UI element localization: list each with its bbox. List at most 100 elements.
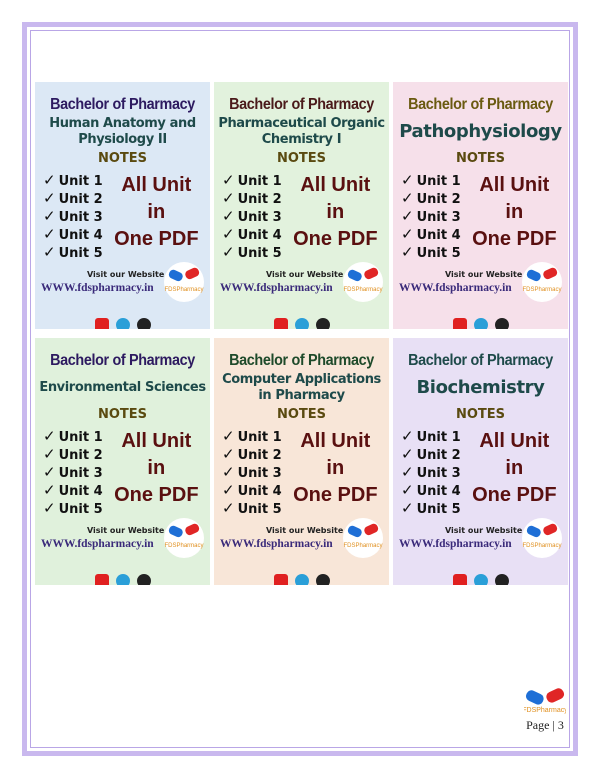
unit-item: ✓ Unit 3 [401, 464, 461, 482]
unit-item: ✓ Unit 1 [222, 428, 282, 446]
unit-list: ✓ Unit 1 ✓ Unit 2 ✓ Unit 3 ✓ Unit 4 ✓ Unit 5 [401, 172, 461, 262]
checkmark-icon: ✓ [401, 243, 414, 261]
youtube-icon[interactable] [452, 318, 467, 329]
website-link[interactable]: WWW.fdspharmacy.in [399, 282, 512, 294]
all-unit-text: One PDF [293, 228, 378, 250]
unit-item: ✓ Unit 3 [401, 208, 461, 226]
unit-list: ✓ Unit 1 ✓ Unit 2 ✓ Unit 3 ✓ Unit 4 ✓ Unit 5 [222, 428, 282, 518]
all-unit-text: One PDF [472, 484, 557, 506]
checkmark-icon: ✓ [43, 225, 56, 243]
card-subject: Human Anatomy and Physiology II [49, 116, 196, 147]
fdspharmacy-logo: FDSPharmacy [522, 688, 568, 714]
telegram-icon[interactable] [294, 318, 309, 329]
globe-icon[interactable] [315, 574, 330, 585]
all-unit-text: All Unit [121, 430, 192, 452]
note-card: Bachelor of Pharmacy Environmental Scien… [35, 338, 210, 585]
svg-text:FDSPharmacy: FDSPharmacy [524, 707, 566, 714]
notes-label: NOTES [97, 151, 148, 166]
unit-item: ✓ Unit 2 [222, 190, 282, 208]
unit-item: ✓ Unit 4 [222, 482, 282, 500]
fdspharmacy-logo: FDSPharmacy [522, 262, 562, 302]
unit-list: ✓ Unit 1 ✓ Unit 2 ✓ Unit 3 ✓ Unit 4 ✓ Unit 5 [222, 172, 282, 262]
fdspharmacy-logo: FDSPharmacy [522, 518, 562, 558]
unit-label: Unit 5 [58, 246, 103, 261]
card-header: Bachelor of Pharmacy [50, 96, 195, 113]
checkmark-icon: ✓ [43, 427, 56, 445]
all-unit-block: All Unit in One PDF [282, 172, 389, 262]
checkmark-icon: ✓ [222, 463, 235, 481]
svg-text:FDSPharmacy: FDSPharmacy [164, 543, 203, 549]
card-subject: Pharmaceutical Organic Chemistry I [218, 116, 385, 147]
note-card: Bachelor of Pharmacy Biochemistry NOTES … [393, 338, 568, 585]
card-header: Bachelor of Pharmacy [408, 352, 553, 369]
globe-icon[interactable] [494, 318, 509, 329]
all-unit-text: All Unit [300, 430, 371, 452]
telegram-icon[interactable] [473, 574, 488, 585]
card-subject: Environmental Sciences [39, 380, 206, 395]
unit-label: Unit 2 [237, 192, 282, 207]
unit-item: ✓ Unit 2 [401, 190, 461, 208]
unit-item: ✓ Unit 5 [401, 500, 461, 518]
unit-item: ✓ Unit 2 [222, 446, 282, 464]
globe-icon[interactable] [136, 318, 151, 329]
youtube-icon[interactable] [273, 574, 288, 585]
unit-label: Unit 4 [237, 484, 282, 499]
unit-label: Unit 5 [237, 502, 282, 517]
telegram-icon[interactable] [294, 574, 309, 585]
checkmark-icon: ✓ [43, 207, 56, 225]
youtube-icon[interactable] [452, 574, 467, 585]
unit-label: Unit 1 [237, 174, 282, 189]
checkmark-icon: ✓ [222, 225, 235, 243]
checkmark-icon: ✓ [401, 481, 414, 499]
checkmark-icon: ✓ [222, 207, 235, 225]
unit-item: ✓ Unit 1 [43, 428, 103, 446]
unit-item: ✓ Unit 3 [222, 208, 282, 226]
unit-item: ✓ Unit 3 [222, 464, 282, 482]
checkmark-icon: ✓ [401, 225, 414, 243]
unit-item: ✓ Unit 4 [401, 226, 461, 244]
telegram-icon[interactable] [115, 574, 130, 585]
visit-label: Visit our Website [266, 526, 344, 535]
youtube-icon[interactable] [94, 318, 109, 329]
fdspharmacy-logo: FDSPharmacy [164, 262, 204, 302]
unit-item: ✓ Unit 4 [43, 226, 103, 244]
globe-icon[interactable] [136, 574, 151, 585]
unit-item: ✓ Unit 4 [43, 482, 103, 500]
note-card: Bachelor of Pharmacy Pharmaceutical Orga… [214, 82, 389, 329]
telegram-icon[interactable] [115, 318, 130, 329]
website-link[interactable]: WWW.fdspharmacy.in [399, 538, 512, 550]
globe-icon[interactable] [315, 318, 330, 329]
unit-label: Unit 1 [237, 430, 282, 445]
unit-label: Unit 3 [58, 466, 103, 481]
unit-list: ✓ Unit 1 ✓ Unit 2 ✓ Unit 3 ✓ Unit 4 ✓ Unit 5 [43, 428, 103, 518]
unit-label: Unit 2 [416, 192, 461, 207]
checkmark-icon: ✓ [43, 189, 56, 207]
unit-item: ✓ Unit 3 [43, 208, 103, 226]
unit-label: Unit 2 [58, 448, 103, 463]
checkmark-icon: ✓ [222, 499, 235, 517]
telegram-icon[interactable] [473, 318, 488, 329]
notes-label: NOTES [276, 407, 327, 422]
checkmark-icon: ✓ [401, 445, 414, 463]
unit-label: Unit 4 [416, 228, 461, 243]
checkmark-icon: ✓ [401, 189, 414, 207]
unit-list: ✓ Unit 1 ✓ Unit 2 ✓ Unit 3 ✓ Unit 4 ✓ Unit 5 [401, 428, 461, 518]
website-link[interactable]: WWW.fdspharmacy.in [41, 538, 154, 550]
unit-label: Unit 4 [237, 228, 282, 243]
website-link[interactable]: WWW.fdspharmacy.in [220, 282, 333, 294]
checkmark-icon: ✓ [43, 499, 56, 517]
note-card: Bachelor of Pharmacy Pathophysiology NOT… [393, 82, 568, 329]
unit-item: ✓ Unit 1 [43, 172, 103, 190]
all-unit-block: All Unit in One PDF [461, 172, 568, 262]
page-footer: FDSPharmacy Page | 3 [520, 688, 570, 733]
globe-icon[interactable] [494, 574, 509, 585]
all-unit-text: in [326, 201, 345, 223]
all-unit-block: All Unit in One PDF [103, 172, 210, 262]
note-card: Bachelor of Pharmacy Computer Applicatio… [214, 338, 389, 585]
website-link[interactable]: WWW.fdspharmacy.in [220, 538, 333, 550]
checkmark-icon: ✓ [43, 481, 56, 499]
website-link[interactable]: WWW.fdspharmacy.in [41, 282, 154, 294]
checkmark-icon: ✓ [222, 481, 235, 499]
youtube-icon[interactable] [273, 318, 288, 329]
youtube-icon[interactable] [94, 574, 109, 585]
